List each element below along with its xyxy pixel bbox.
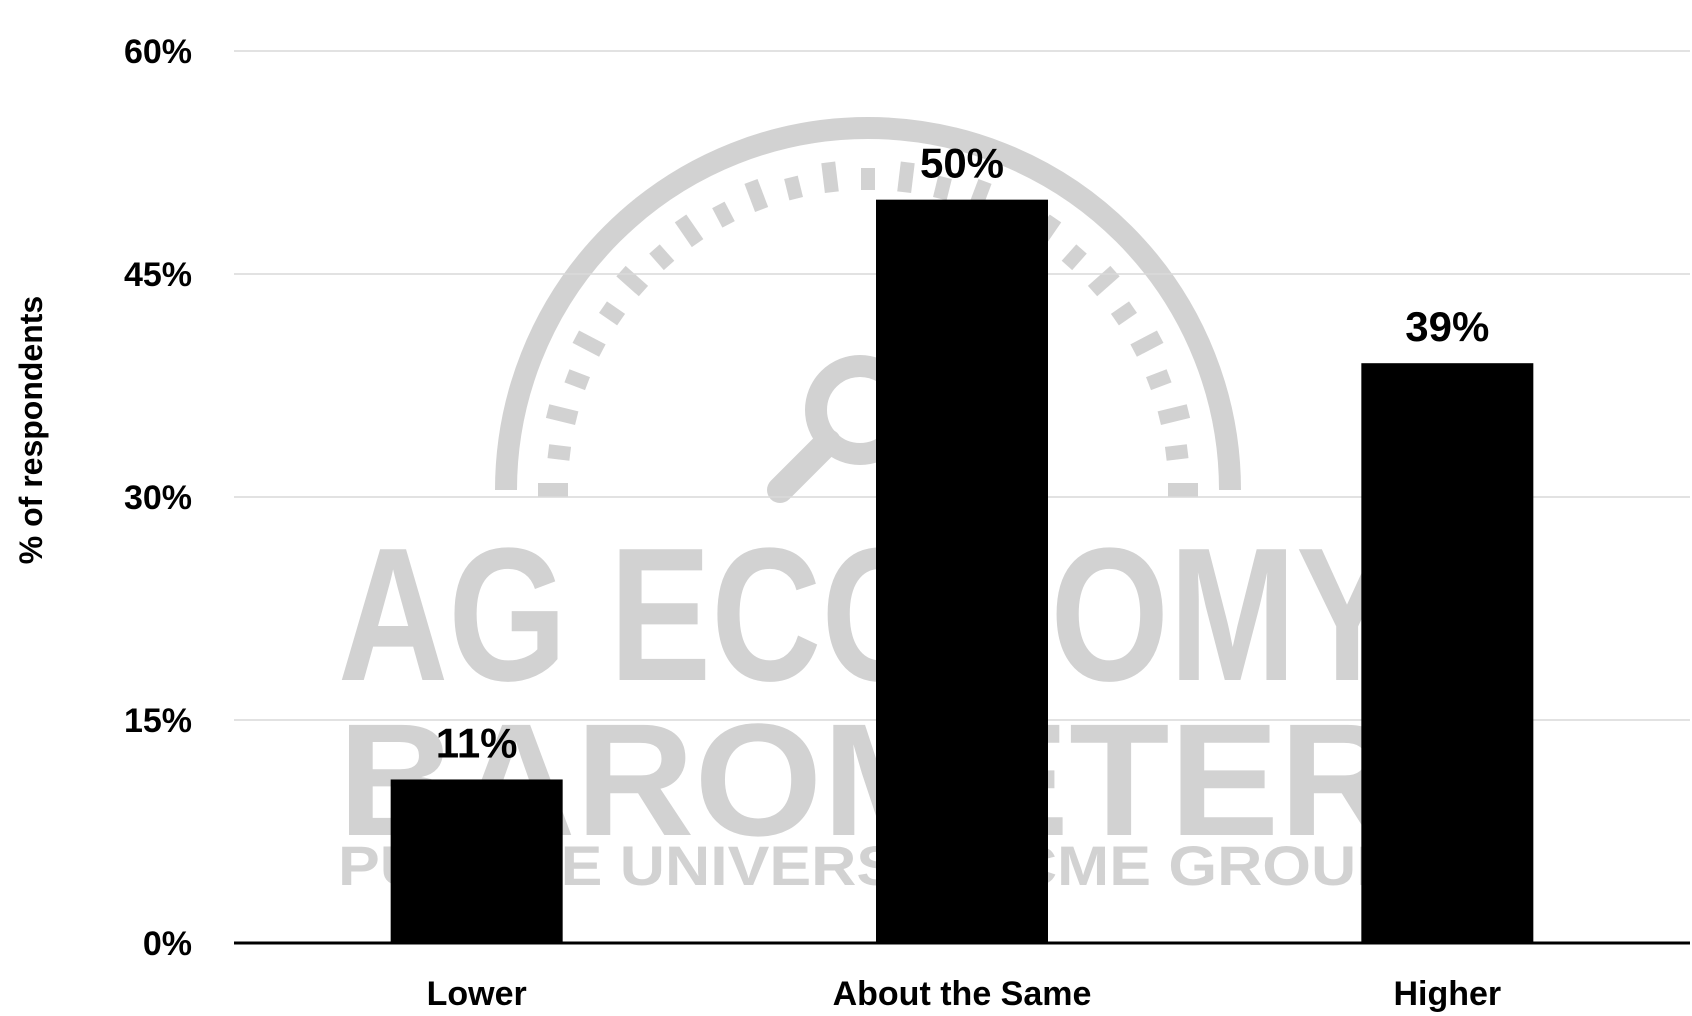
- bar-data-label: 11%: [436, 719, 518, 766]
- y-tick-label: 60%: [124, 33, 192, 71]
- gauge-tick-icon: [649, 244, 675, 271]
- gauge-tick-icon: [1157, 404, 1191, 426]
- gauge-tick-icon: [1130, 330, 1164, 357]
- gauge-tick-icon: [1164, 444, 1189, 461]
- gauge-tick-icon: [821, 161, 839, 194]
- gauge-tick-icon: [564, 369, 590, 391]
- bar: [876, 199, 1048, 943]
- y-tick-label: 0%: [143, 925, 192, 963]
- gauge-tick-icon: [674, 214, 704, 248]
- bar-data-label: 39%: [1405, 303, 1489, 350]
- x-tick-label: About the Same: [833, 975, 1092, 1013]
- gauge-tick-icon: [599, 301, 626, 326]
- gauge-tick-icon: [897, 161, 915, 194]
- x-axis-ticks: Lower About the Same Higher: [427, 975, 1502, 1013]
- gauge-tick-icon: [545, 404, 579, 426]
- gauge-tick-icon: [1061, 244, 1087, 271]
- bars: [390, 199, 1534, 943]
- bar: [390, 779, 563, 943]
- x-tick-label: Lower: [427, 975, 527, 1013]
- data-labels: 11% 50% 39%: [436, 140, 1490, 767]
- gauge-tick-icon: [1146, 369, 1172, 391]
- watermark-line1: AG ECONOMY: [338, 509, 1398, 721]
- bar: [1361, 363, 1534, 943]
- y-tick-label: 15%: [124, 702, 192, 740]
- bar-data-label: 50%: [920, 140, 1004, 187]
- gauge-tick-icon: [547, 444, 572, 461]
- x-tick-label: Higher: [1393, 975, 1501, 1013]
- gauge-tick-icon: [784, 175, 804, 201]
- y-tick-label: 45%: [124, 256, 192, 294]
- y-axis-ticks: 0% 15% 30% 45% 60%: [124, 33, 192, 963]
- y-axis-title: % of respondents: [13, 296, 49, 564]
- gauge-tick-icon: [932, 175, 952, 201]
- gauge-tick-icon: [712, 201, 735, 228]
- gauge-tick-icon: [1110, 301, 1137, 326]
- magnifier-handle-icon: [767, 429, 841, 503]
- gauge-tick-icon: [744, 178, 769, 212]
- gauge-arc-icon: [495, 117, 1241, 491]
- y-tick-label: 30%: [124, 479, 192, 517]
- gauge-tick-icon: [572, 330, 606, 357]
